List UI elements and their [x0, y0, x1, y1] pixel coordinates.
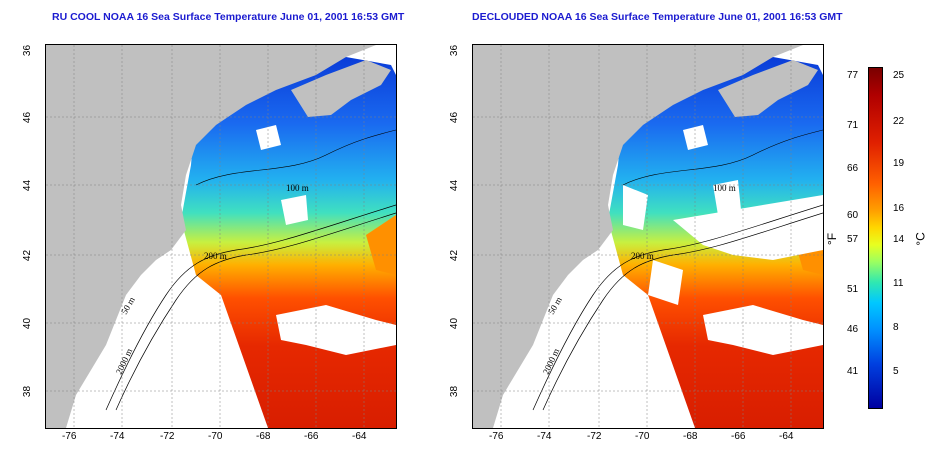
- x-tick: -68: [256, 431, 271, 442]
- decloud-gap: [683, 125, 708, 150]
- land-mass: [473, 45, 803, 428]
- temperature-colorbar: [868, 67, 883, 409]
- contour-label: 2000 m: [541, 347, 562, 376]
- y-tick: 44: [22, 179, 34, 192]
- x-tick: -72: [587, 431, 602, 442]
- unit-fahrenheit: °F: [825, 232, 840, 246]
- y-tick: 42: [22, 249, 34, 262]
- x-tick: -72: [160, 431, 175, 442]
- x-tick: -66: [731, 431, 746, 442]
- decloud-gap: [673, 195, 823, 260]
- colorbar-c-tick: 25: [893, 70, 905, 81]
- colorbar-f-tick: 60: [847, 210, 859, 221]
- y-tick: 40: [449, 317, 461, 330]
- cloud-patch: [256, 125, 281, 150]
- x-tick: -66: [304, 431, 319, 442]
- colorbar-f-tick: 66: [847, 163, 859, 174]
- colorbar-c-tick: 11: [893, 278, 904, 289]
- contour-label: 200 m: [631, 251, 654, 261]
- decloud-gap: [623, 185, 648, 230]
- y-tick: 36: [449, 44, 461, 57]
- y-tick: 40: [22, 317, 34, 330]
- contour-label: 2000 m: [114, 347, 135, 376]
- y-tick: 44: [449, 179, 461, 192]
- y-tick: 38: [22, 385, 34, 398]
- map-title-left: RU COOL NOAA 16 Sea Surface Temperature …: [52, 11, 405, 23]
- x-tick: -64: [352, 431, 367, 442]
- colorbar-c-tick: 22: [893, 116, 905, 127]
- colorbar-f-tick: 41: [847, 366, 859, 377]
- y-tick: 36: [22, 44, 34, 57]
- warm-eddy: [366, 215, 396, 275]
- x-tick: -68: [683, 431, 698, 442]
- x-tick: -74: [110, 431, 125, 442]
- contour-label: 100 m: [286, 183, 309, 193]
- map-title-right: DECLOUDED NOAA 16 Sea Surface Temperatur…: [472, 11, 843, 23]
- colorbar-f-tick: 71: [847, 120, 859, 131]
- colorbar-c-tick: 5: [893, 366, 899, 377]
- x-tick: -76: [62, 431, 77, 442]
- sst-map-left: 200 m 2000 m 50 m 100 m: [45, 44, 397, 429]
- colorbar-f-tick: 77: [847, 70, 859, 81]
- y-tick: 42: [449, 249, 461, 262]
- x-tick: -74: [537, 431, 552, 442]
- sst-map-right: 200 m 2000 m 50 m 100 m: [472, 44, 824, 429]
- y-tick: 46: [22, 111, 34, 124]
- colorbar-f-tick: 51: [847, 284, 859, 295]
- decloud-gap: [703, 305, 823, 355]
- contour-label: 200 m: [204, 251, 227, 261]
- x-tick: -76: [489, 431, 504, 442]
- colorbar-f-tick: 57: [847, 234, 859, 245]
- decloud-gap: [713, 180, 741, 215]
- cloud-patch: [276, 305, 396, 355]
- x-tick: -64: [779, 431, 794, 442]
- contour-label: 100 m: [713, 183, 736, 193]
- y-tick: 38: [449, 385, 461, 398]
- colorbar-f-tick: 46: [847, 324, 859, 335]
- y-tick: 46: [449, 111, 461, 124]
- colorbar-c-tick: 14: [893, 234, 905, 245]
- colorbar-c-tick: 8: [893, 322, 899, 333]
- unit-celsius: °C: [913, 232, 928, 246]
- colorbar-c-tick: 16: [893, 203, 905, 214]
- land-mass: [46, 45, 376, 428]
- x-tick: -70: [208, 431, 223, 442]
- x-tick: -70: [635, 431, 650, 442]
- decloud-gap: [648, 260, 683, 305]
- cloud-patch: [281, 195, 308, 225]
- colorbar-c-tick: 19: [893, 158, 905, 169]
